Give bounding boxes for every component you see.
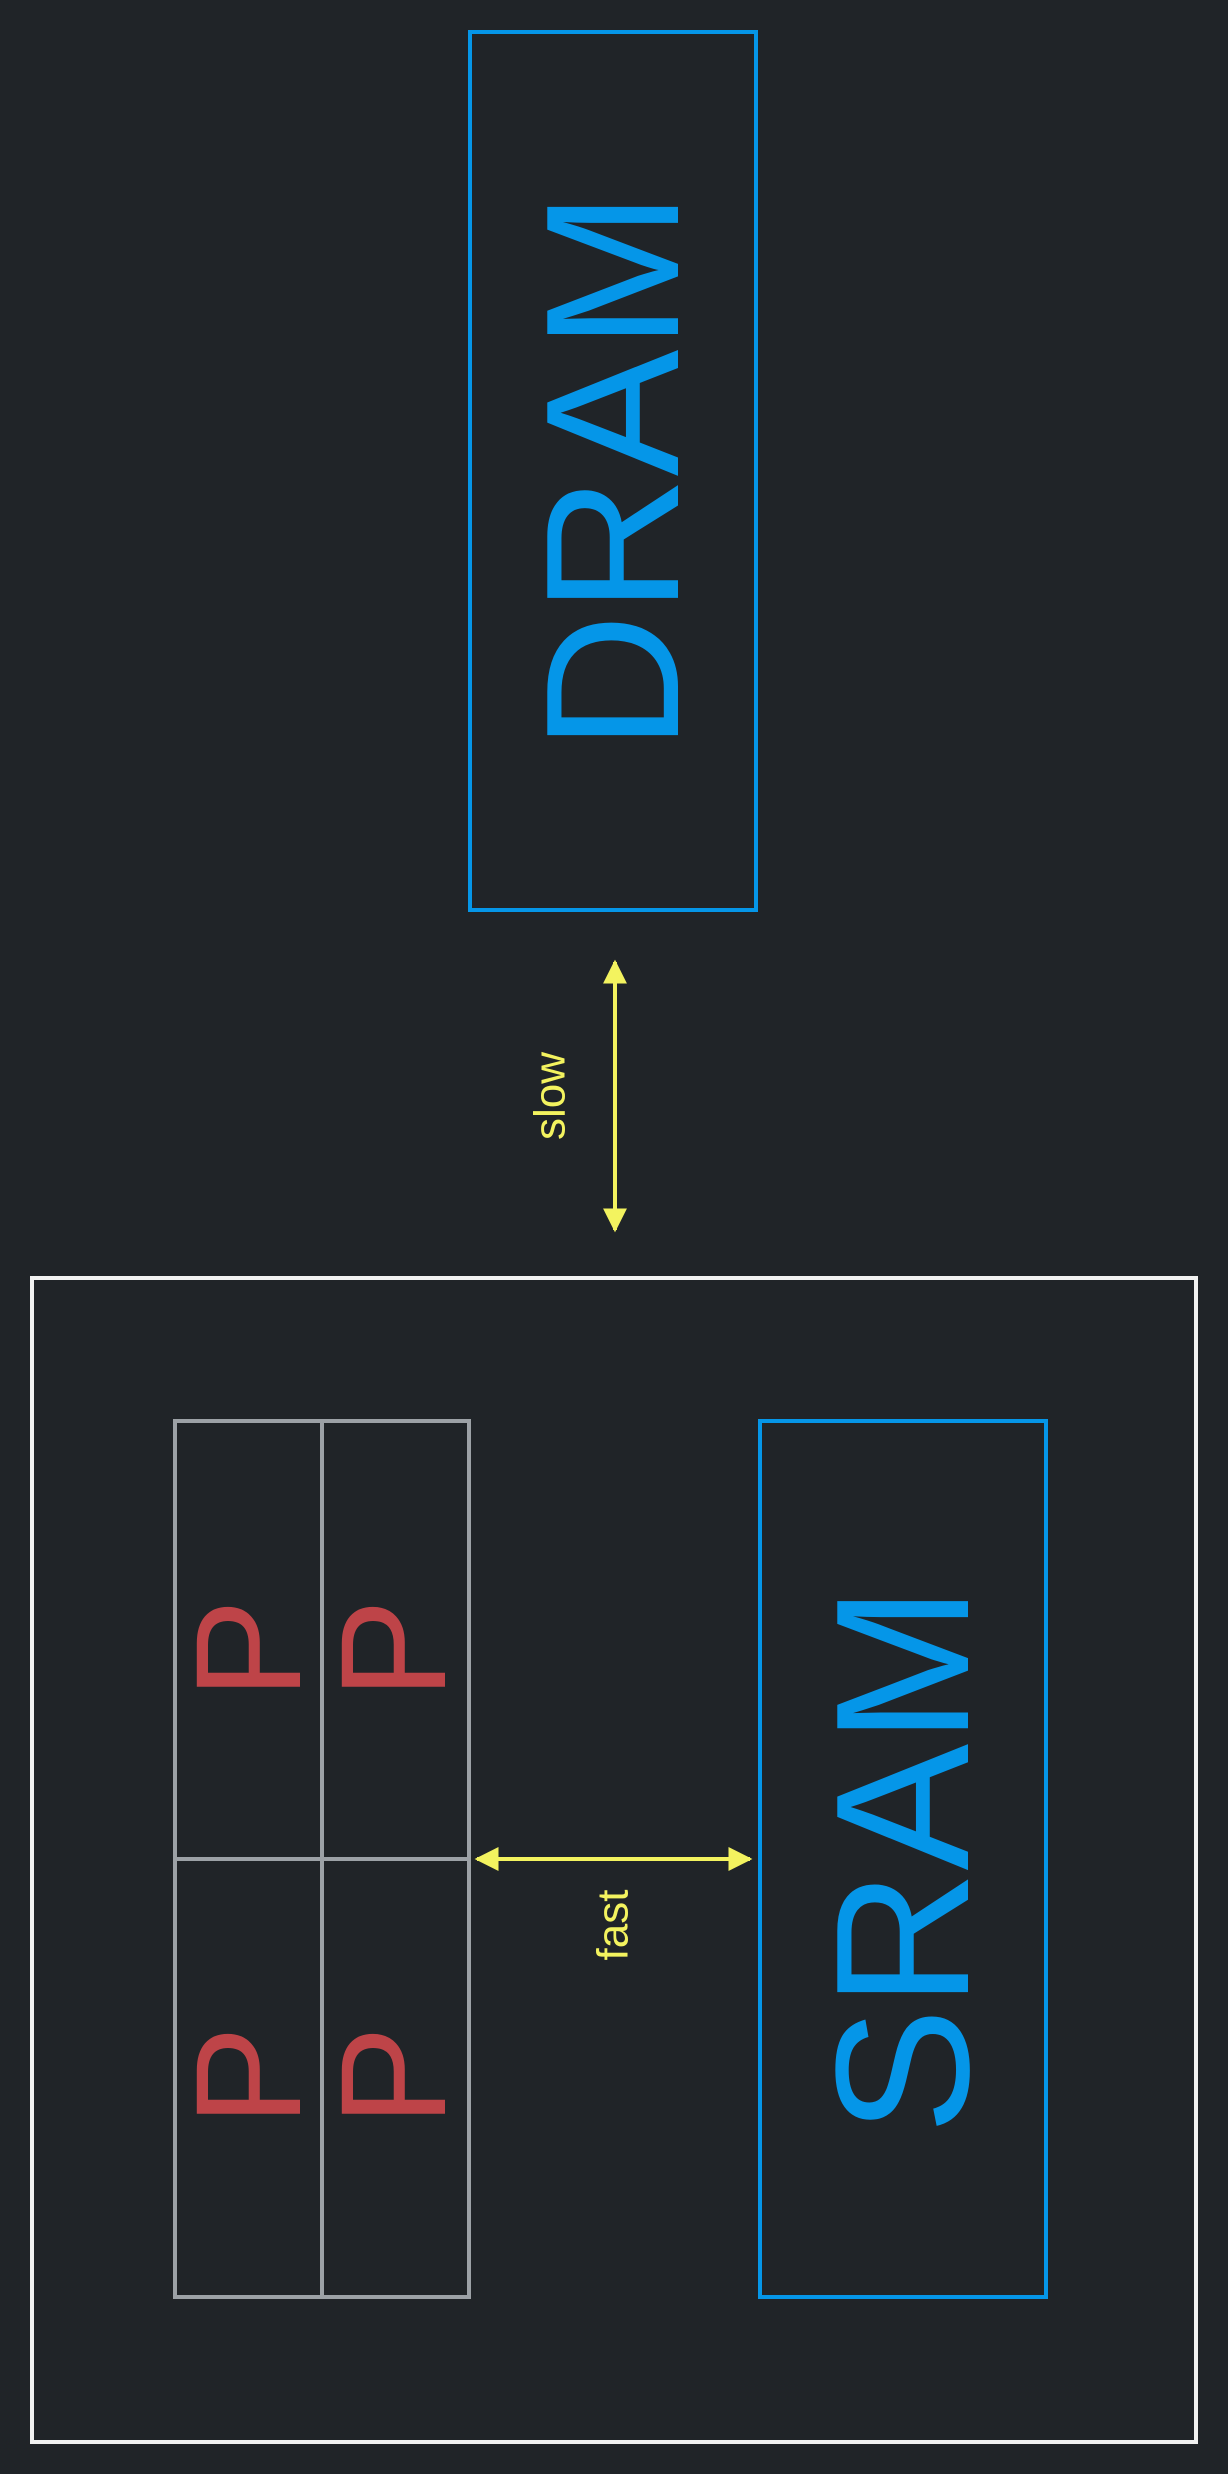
dram-label: DRAM	[507, 191, 719, 750]
chip-block: P P P P fast SRAM	[30, 1276, 1198, 2444]
processor-cell-label: P	[309, 1599, 477, 1699]
sram-label: SRAM	[797, 1586, 1009, 2135]
processor-cell-label: P	[309, 2026, 477, 2126]
slow-link: slow	[526, 959, 627, 1233]
processor-cell-label: P	[164, 2026, 332, 2126]
slow-label: slow	[526, 1052, 575, 1140]
sram-box	[758, 1419, 1048, 2299]
sram-block: SRAM	[758, 1419, 1048, 2299]
chip-outline	[30, 1276, 1198, 2444]
processor-grid: P P P P	[164, 1419, 477, 2299]
dram-block: DRAM	[468, 30, 758, 912]
processor-cell-label: P	[164, 1599, 332, 1699]
fast-label: fast	[589, 1890, 638, 1961]
dram-box	[468, 30, 758, 912]
fast-link: fast	[474, 1847, 753, 1961]
